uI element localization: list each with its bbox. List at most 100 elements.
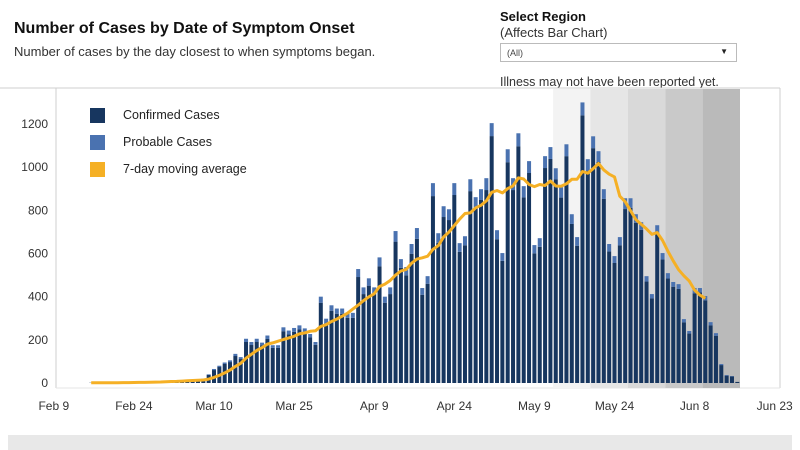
confirmed-bar <box>281 331 286 383</box>
x-tick-label: Apr 24 <box>437 399 473 413</box>
legend-item-probable[interactable]: Probable Cases <box>90 135 212 151</box>
confirmed-bar <box>521 197 526 383</box>
confirmed-bar <box>286 334 291 383</box>
confirmed-bar <box>254 341 259 383</box>
confirmed-bar <box>660 259 665 383</box>
probable-bar <box>265 335 270 339</box>
confirmed-bar <box>665 278 670 383</box>
y-tick-label: 0 <box>41 376 48 390</box>
probable-bar <box>596 151 601 162</box>
confirmed-bar <box>420 294 425 383</box>
confirmed-bar <box>361 294 366 383</box>
confirmed-bar <box>639 229 644 383</box>
probable-bar <box>430 183 435 197</box>
confirmed-bar <box>292 331 297 383</box>
probable-bar <box>462 236 467 246</box>
confirmed-bar <box>580 115 585 383</box>
x-tick-label: Jun 8 <box>680 399 710 413</box>
x-tick-label: Mar 10 <box>195 399 233 413</box>
region-dropdown[interactable]: (All) ▼ <box>500 43 737 62</box>
confirmed-bar <box>527 172 532 383</box>
probable-bar <box>281 327 286 332</box>
confirmed-bar <box>388 294 393 383</box>
probable-bar <box>457 243 462 252</box>
probable-bar <box>612 256 617 263</box>
probable-bar <box>372 287 377 295</box>
confirmed-bar <box>649 298 654 383</box>
probable-bar <box>521 186 526 198</box>
legend-label: Probable Cases <box>123 135 212 149</box>
confirmed-bar <box>244 341 249 383</box>
probable-bar <box>425 276 430 284</box>
confirmed-bar <box>233 356 238 383</box>
probable-bar <box>329 305 334 311</box>
x-tick-label: May 9 <box>518 399 551 413</box>
confirmed-bar <box>356 277 361 383</box>
confirmed-bar <box>409 253 414 383</box>
confirmed-bar <box>350 317 355 383</box>
confirmed-bar <box>441 217 446 383</box>
probable-bar <box>217 365 222 368</box>
probable-bar <box>206 374 211 376</box>
confirmed-bar <box>591 148 596 383</box>
probable-bar <box>361 287 366 295</box>
probable-bar <box>607 244 612 252</box>
probable-bar <box>591 136 596 149</box>
probable-bar <box>244 338 249 342</box>
probable-bar <box>713 333 718 336</box>
probable-bar <box>297 325 302 330</box>
confirmed-bar <box>607 251 612 383</box>
chart-title: Number of Cases by Date of Symptom Onset <box>14 20 355 37</box>
confirmed-bar <box>446 220 451 383</box>
probable-bar <box>569 214 574 224</box>
probable-bar <box>249 341 254 346</box>
probable-bar <box>575 237 580 246</box>
confirmed-bar <box>644 281 649 383</box>
confirmed-bar <box>260 345 265 383</box>
probable-bar <box>292 327 297 332</box>
confirmed-bar <box>681 322 686 383</box>
probable-bar <box>479 189 483 200</box>
confirmed-bar <box>703 300 708 383</box>
confirmed-bar <box>671 286 676 383</box>
x-tick-label: May 24 <box>595 399 635 413</box>
probable-bar <box>489 123 494 137</box>
confirmed-bar <box>479 199 483 383</box>
confirmed-bar <box>537 246 542 383</box>
probable-bar <box>228 360 233 363</box>
confirmed-bar <box>398 267 403 383</box>
confirmed-bar <box>495 239 500 383</box>
probable-bar <box>580 102 585 116</box>
probable-bar <box>665 273 670 279</box>
probable-bar <box>238 357 243 360</box>
confirmed-bar <box>345 317 350 383</box>
confirmed-bar <box>633 222 638 383</box>
confirmed-bar <box>452 195 457 383</box>
probable-bar <box>516 133 521 147</box>
confirmed-bar <box>617 245 622 383</box>
probable-bar <box>495 230 500 240</box>
probable-bar <box>324 318 329 324</box>
legend-item-moving-average[interactable]: 7-day moving average <box>90 162 247 178</box>
probable-bar <box>286 330 291 335</box>
region-filter-label: Select Region <box>500 9 586 24</box>
probable-bar <box>436 233 441 243</box>
confirmed-bar <box>484 190 489 383</box>
confirmed-bar <box>276 347 281 383</box>
confirmed-bar <box>548 158 553 383</box>
x-tick-label: Feb 24 <box>115 399 153 413</box>
probable-bar <box>564 144 569 157</box>
probable-bar <box>212 368 216 371</box>
confirmed-bar <box>329 310 334 383</box>
y-tick-label: 600 <box>28 247 48 261</box>
confirmed-bar <box>735 381 740 383</box>
confirmed-bar <box>697 292 702 383</box>
probable-bar <box>377 257 382 267</box>
probable-bar <box>350 312 355 318</box>
legend-item-confirmed[interactable]: Confirmed Cases <box>90 108 220 124</box>
probable-bar <box>681 319 686 323</box>
confirmed-bar <box>366 285 371 383</box>
probable-swatch-icon <box>90 135 105 151</box>
confirmed-bar <box>393 241 398 383</box>
probable-bar <box>585 159 590 172</box>
